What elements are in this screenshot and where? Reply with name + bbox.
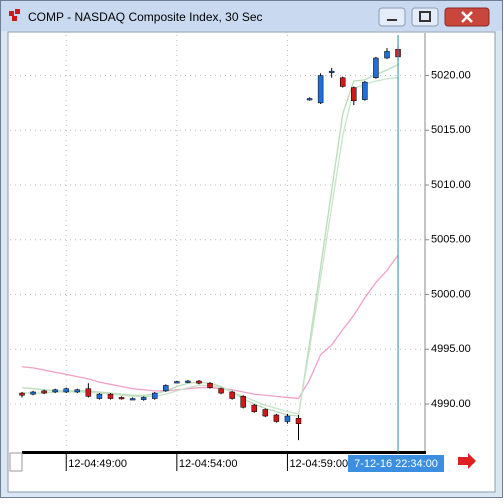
x-tick-label: 12-04:54:00 xyxy=(179,458,238,470)
candle-body xyxy=(229,391,235,399)
candle-body xyxy=(328,70,335,73)
y-tick-label: 5020.00 xyxy=(431,69,471,81)
candle-body xyxy=(273,414,280,422)
window-title: COMP - NASDAQ Composite Index, 30 Sec xyxy=(28,10,263,24)
candle-body xyxy=(295,417,302,424)
y-tick-label: 5010.00 xyxy=(431,179,471,191)
candle-body xyxy=(129,398,136,401)
plot-area: 4990.00 4995.00 5000.00 5005.00 5010.00 5015.… xyxy=(10,35,471,472)
minimize-button[interactable] xyxy=(378,7,406,27)
candle-body xyxy=(317,75,324,104)
scroll-arrow[interactable] xyxy=(458,453,476,469)
x-tick-label: 12-04:49:00 xyxy=(68,458,127,470)
y-tick-label: 5015.00 xyxy=(431,124,471,136)
candle-body xyxy=(63,388,69,393)
y-tick-label: 5000.00 xyxy=(431,288,471,300)
candle-body xyxy=(373,57,379,78)
candle-body xyxy=(262,409,269,417)
candle-body xyxy=(52,389,58,393)
candle-body xyxy=(151,392,158,399)
candle-body xyxy=(306,98,313,101)
candle-body xyxy=(107,393,114,399)
candle-body xyxy=(85,388,92,397)
x-tick-label: 12-04:59:00 xyxy=(289,458,348,470)
candle-body xyxy=(240,396,246,408)
candle-body xyxy=(174,381,180,384)
x-axis-bar xyxy=(22,451,426,454)
candle-body xyxy=(339,77,346,87)
y-tick-label: 5005.00 xyxy=(431,234,471,246)
candle-body xyxy=(362,81,368,100)
candle-body xyxy=(185,380,191,383)
candle-body xyxy=(19,392,25,396)
chart-panel xyxy=(7,31,496,493)
candle-body xyxy=(118,397,125,400)
scroll-box[interactable] xyxy=(9,452,23,472)
candle-body xyxy=(218,388,224,394)
candle-body xyxy=(74,389,81,393)
candle-body xyxy=(196,380,202,384)
y-tick-label: 4995.00 xyxy=(431,343,471,355)
candle-body xyxy=(207,382,213,388)
cursor-label: 7-12-16 22:34:00 xyxy=(354,458,438,470)
cursor-label-box xyxy=(348,455,445,472)
y-tick-label: 4990.00 xyxy=(431,398,471,410)
candle-body xyxy=(96,393,103,399)
app-icon xyxy=(9,9,20,21)
candle-body xyxy=(30,391,36,395)
candle-body xyxy=(351,87,357,101)
candle-body xyxy=(284,415,291,422)
candle-body xyxy=(140,397,147,400)
candle-body xyxy=(41,390,47,394)
candle-body xyxy=(251,404,258,412)
candle-body xyxy=(384,51,390,59)
candle-body xyxy=(163,385,169,392)
maximize-button[interactable] xyxy=(411,7,439,27)
close-icon xyxy=(461,11,473,23)
maximize-icon xyxy=(419,11,431,22)
